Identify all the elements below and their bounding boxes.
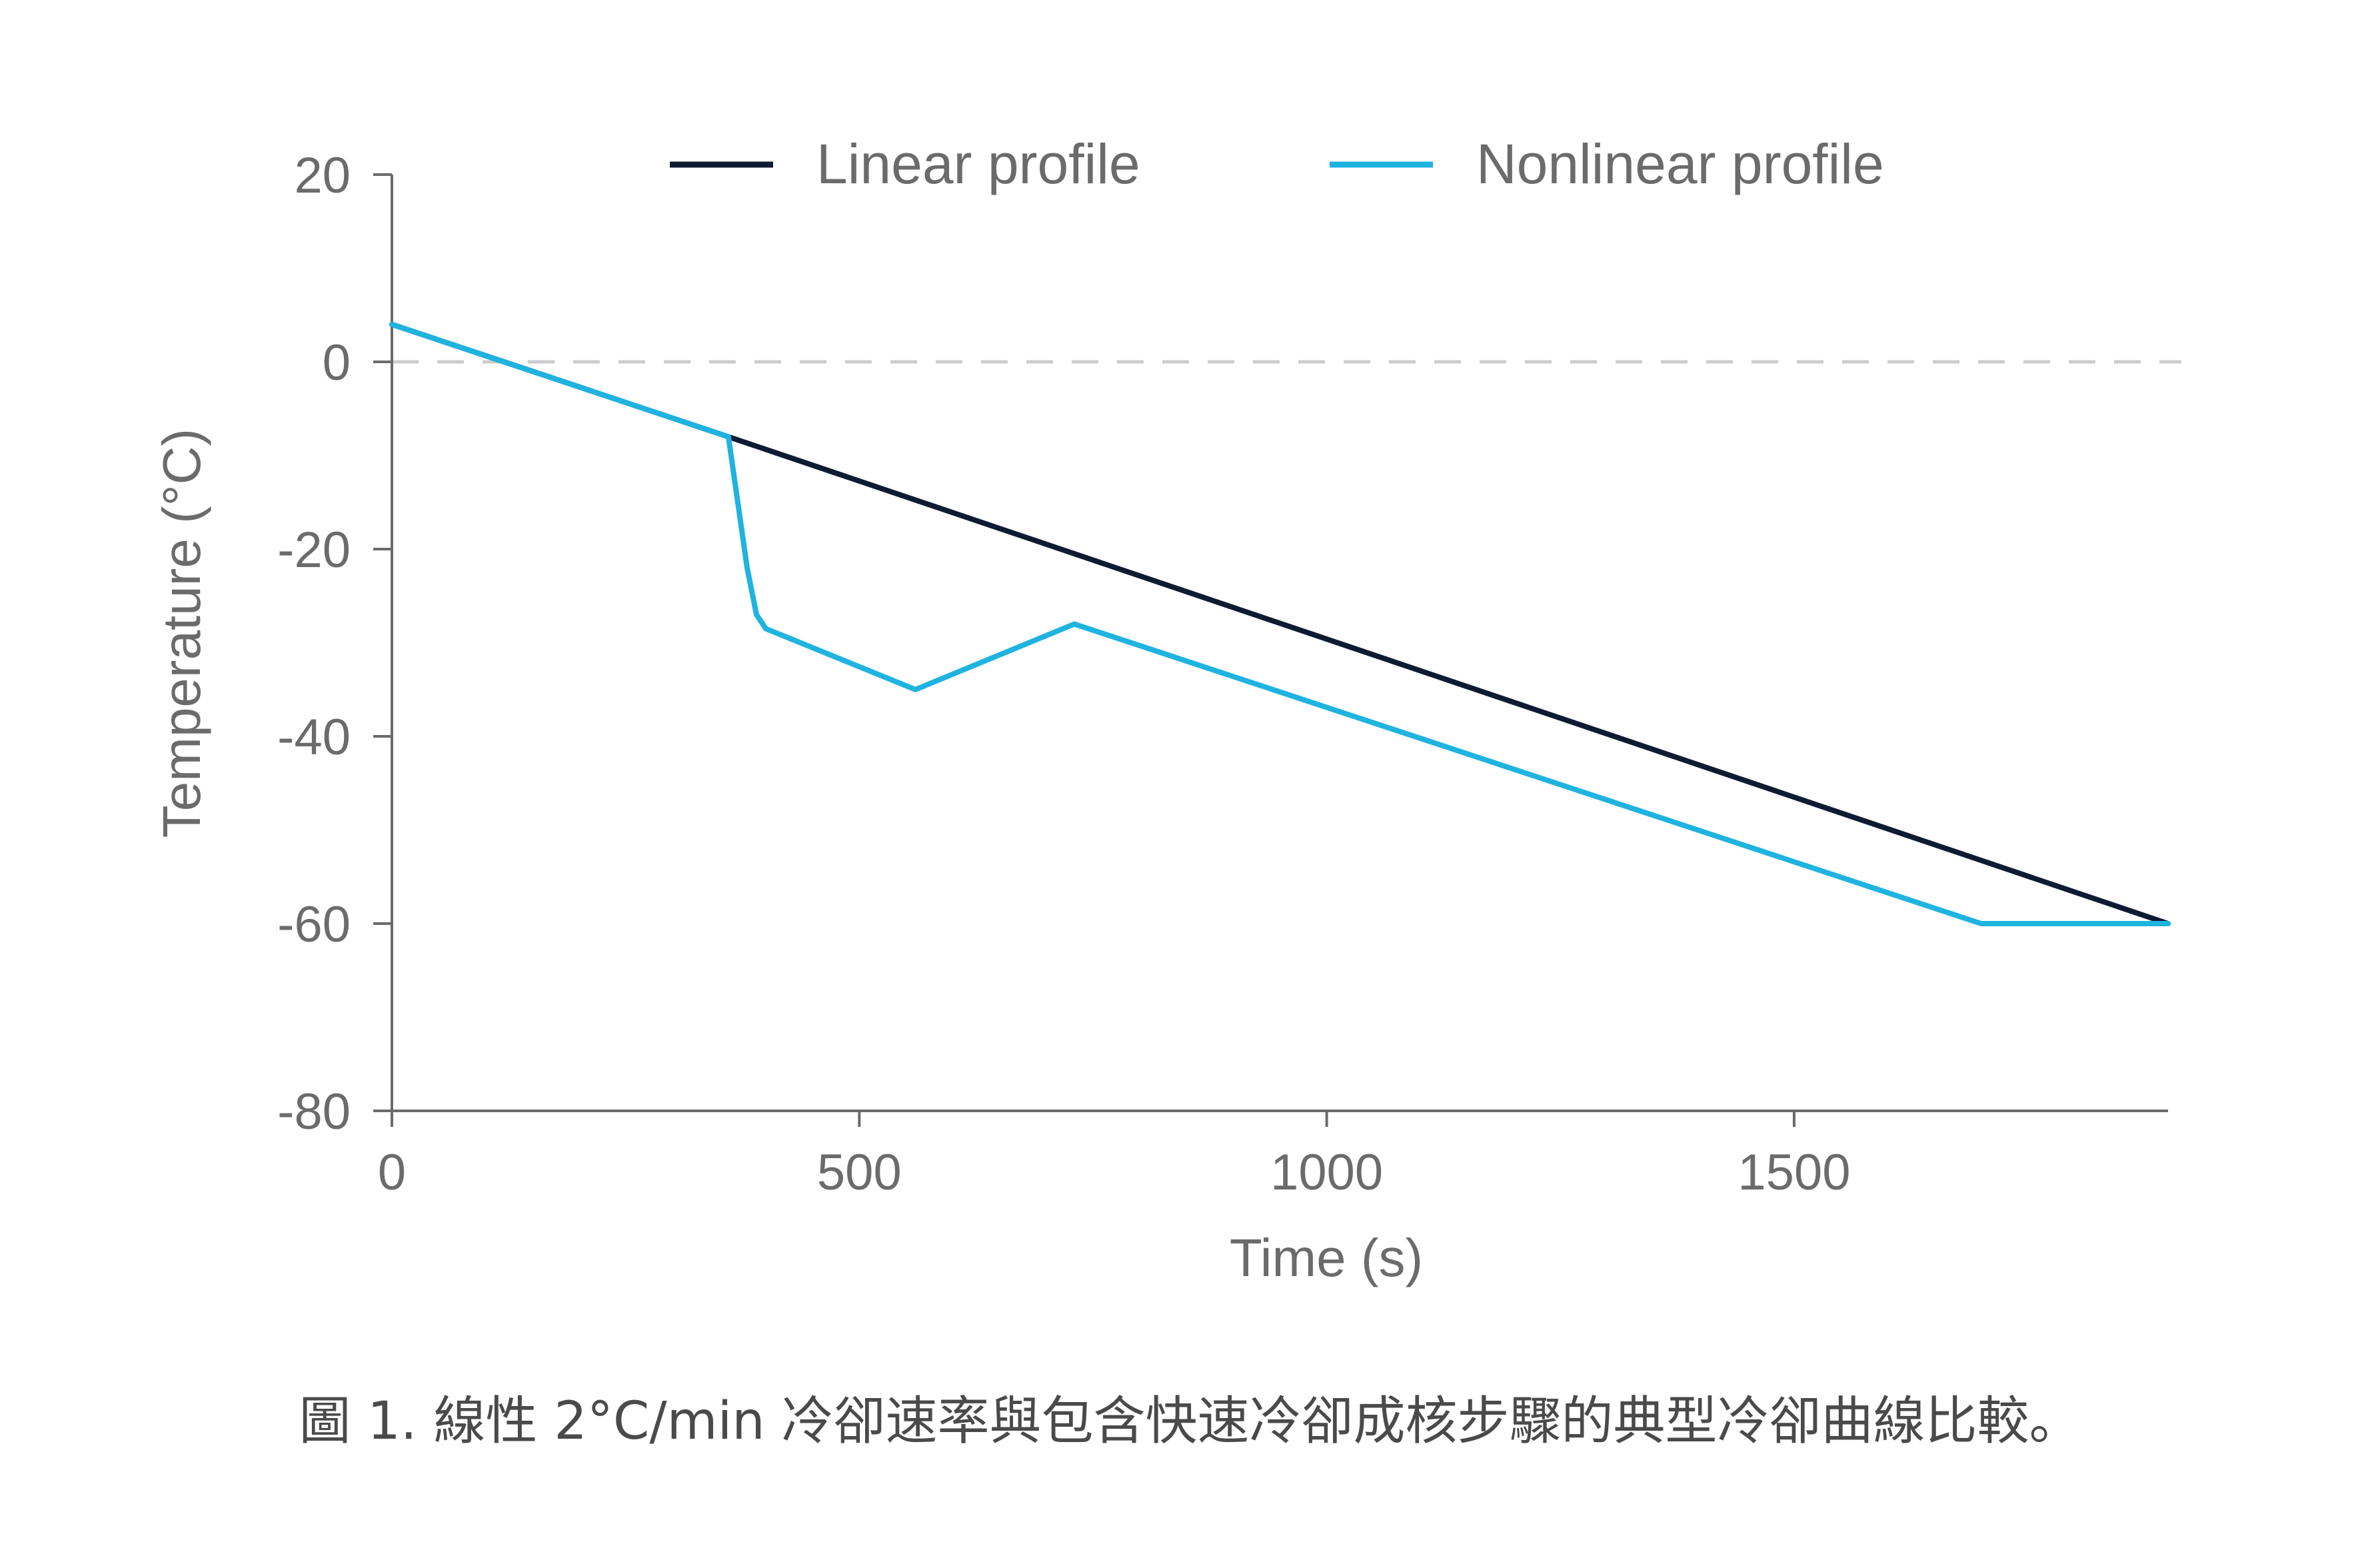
- legend-label-1: Linear profile: [816, 133, 1140, 195]
- y-tick-label: -60: [277, 896, 351, 953]
- line-chart: 20 0 -20 -40 -60 -80 0 500 1000 1500 Linear profil…: [152, 133, 2181, 1287]
- y-tick-label: 0: [323, 335, 351, 391]
- figure-caption: 圖 1. 線性 2°C/min 冷卻速率與包含快速冷卻成核步驟的典型冷卻曲線比較…: [299, 1391, 2081, 1451]
- y-axis-title: Temperature (°C): [152, 428, 211, 838]
- x-tick-label: 1000: [1270, 1144, 1383, 1201]
- x-tick-label: 1500: [1738, 1144, 1850, 1201]
- plot-area: 20 0 -20 -40 -60 -80 0 500 1000 1500 Linear profil…: [277, 133, 2181, 1201]
- x-tick-label: 500: [817, 1144, 902, 1201]
- y-tick-label: -40: [277, 709, 351, 766]
- y-tick-label: 20: [294, 147, 351, 204]
- y-tick-label: -20: [277, 522, 351, 578]
- series-line-2: [389, 321, 2171, 926]
- y-tick-label: -80: [277, 1084, 351, 1140]
- legend-label-2: Nonlinear profile: [1476, 133, 1884, 195]
- x-axis-title: Time (s): [1230, 1228, 1423, 1287]
- x-tick-label: 0: [378, 1144, 406, 1201]
